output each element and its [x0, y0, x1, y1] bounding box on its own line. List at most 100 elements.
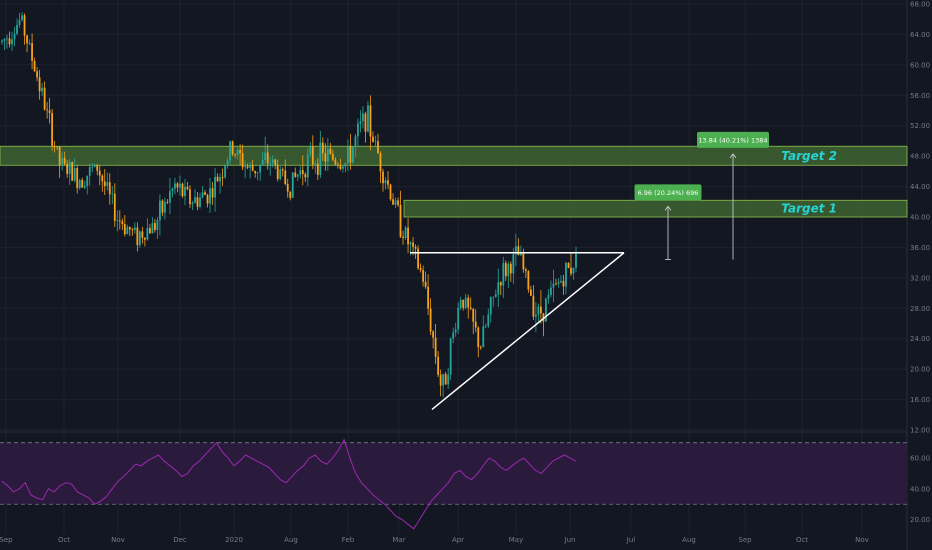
- candle-body: [6, 38, 8, 40]
- candle-body: [189, 189, 191, 205]
- candle-body: [497, 282, 500, 295]
- candle-body: [331, 154, 334, 160]
- candle-body: [354, 136, 357, 148]
- price-tick-label: 56.00: [910, 92, 930, 100]
- candle-body: [389, 184, 392, 200]
- price-tick-label: 36.00: [910, 244, 930, 252]
- candle-body: [66, 163, 69, 174]
- candle-body: [467, 297, 470, 308]
- candle-body: [339, 165, 342, 169]
- candle-body: [509, 263, 512, 274]
- candle-body: [434, 337, 437, 357]
- candle-body: [91, 166, 94, 168]
- candle-body: [174, 183, 176, 189]
- candle-body: [249, 164, 252, 168]
- candle-body: [28, 43, 31, 44]
- time-tick-label: Nov: [855, 536, 869, 544]
- price-tick-label: 44.00: [910, 183, 930, 191]
- candle-body: [289, 191, 292, 198]
- candle-body: [206, 194, 209, 204]
- candle-body: [164, 201, 166, 213]
- candle-body: [357, 123, 359, 137]
- price-tick-label: 28.00: [910, 305, 930, 313]
- time-tick-label: Nov: [111, 536, 125, 544]
- candle-body: [429, 308, 432, 332]
- candle-body: [552, 283, 555, 288]
- candle-body: [78, 180, 81, 189]
- candle-body: [169, 191, 171, 203]
- candle-body: [56, 146, 59, 148]
- candle-body: [81, 180, 84, 188]
- candle-body: [519, 252, 522, 256]
- candle-body: [148, 228, 151, 234]
- time-tick-label: Sep: [738, 536, 752, 544]
- candle-body: [274, 159, 277, 165]
- candle-body: [88, 167, 91, 176]
- candle-body: [377, 141, 379, 154]
- candle-body: [13, 33, 16, 40]
- candle-body: [176, 183, 179, 188]
- candle-body: [349, 145, 352, 163]
- candle-body: [484, 326, 487, 327]
- candle-body: [372, 136, 374, 142]
- time-tick-label: Apr: [452, 536, 464, 544]
- candle-body: [291, 172, 294, 198]
- candle-body: [306, 154, 309, 178]
- candle-body: [221, 177, 224, 178]
- measure-label: 13.84 (40.21%) 1384: [698, 136, 767, 144]
- time-tick-label: 2020: [225, 536, 243, 544]
- candle-body: [234, 154, 237, 156]
- candle-body: [316, 163, 319, 175]
- price-tick-label: 52.00: [910, 122, 930, 130]
- candle-body: [364, 113, 367, 132]
- time-tick-label: Oct: [58, 536, 70, 544]
- candle-body: [201, 192, 204, 198]
- price-tick-label: 40.00: [910, 214, 930, 222]
- candle-body: [432, 331, 435, 338]
- candle-body: [86, 175, 89, 186]
- candle-body: [126, 227, 129, 235]
- candle-body: [560, 280, 562, 283]
- candle-body: [507, 263, 510, 277]
- ascending-triangle-pattern: [410, 252, 625, 411]
- candle-body: [46, 109, 49, 111]
- price-tick-label: 20.00: [910, 366, 930, 374]
- candle-body: [184, 186, 186, 197]
- price-tick-label: 16.00: [910, 396, 930, 404]
- candle-body: [384, 180, 387, 184]
- candle-body: [264, 152, 267, 160]
- candle-body: [136, 227, 139, 246]
- candle-body: [11, 39, 13, 45]
- oscillator-tick-label: 60.00: [910, 455, 930, 463]
- candle-body: [196, 197, 199, 207]
- candle-body: [412, 242, 414, 247]
- price-tick-label: 48.00: [910, 153, 930, 161]
- candle-body: [537, 306, 540, 315]
- candle-body: [567, 262, 570, 268]
- candle-body: [437, 356, 440, 375]
- candle-body: [294, 172, 297, 177]
- candle-body: [464, 297, 467, 308]
- candle-body: [16, 24, 18, 34]
- candle-body: [106, 182, 109, 186]
- candle-body: [31, 43, 33, 61]
- candle-body: [236, 149, 239, 156]
- candle-body: [407, 227, 409, 245]
- measure-arrowhead: [729, 153, 737, 159]
- candle-body: [123, 224, 126, 235]
- candle-body: [459, 299, 462, 308]
- candle-body: [76, 168, 79, 189]
- candle-body: [38, 77, 41, 92]
- candle-body: [93, 164, 96, 167]
- candle-body: [266, 152, 269, 164]
- candle-body: [61, 157, 64, 166]
- time-tick-label: Dec: [173, 536, 187, 544]
- target-zone: [0, 145, 908, 166]
- candle-body: [321, 142, 324, 154]
- candle-body: [36, 71, 38, 78]
- candle-body: [532, 295, 535, 317]
- candle-body: [527, 271, 530, 290]
- price-tick-label: 32.00: [910, 274, 930, 282]
- candle-body: [394, 200, 397, 205]
- candle-body: [73, 168, 76, 181]
